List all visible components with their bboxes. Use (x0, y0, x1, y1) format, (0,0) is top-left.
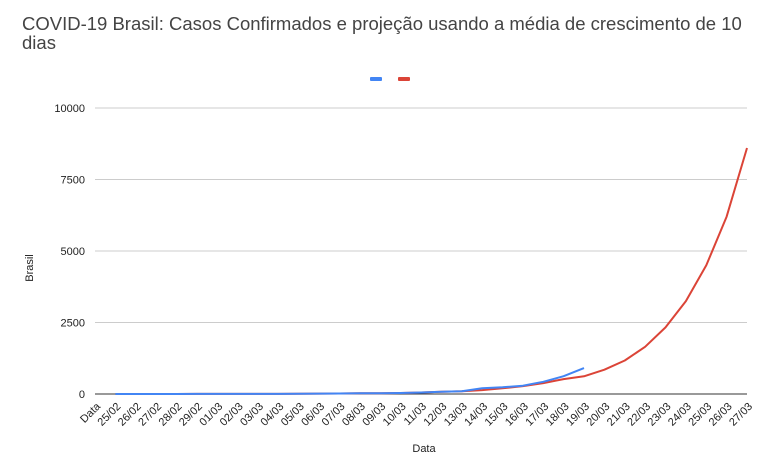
gridlines (95, 107, 747, 395)
x-tick-label: 10/03 (381, 401, 409, 429)
y-tick-label: 7500 (61, 175, 85, 187)
y-axis-label: Brasil (24, 254, 36, 282)
series-lines (115, 147, 748, 395)
y-tick-label: 10000 (54, 103, 85, 115)
legend-swatch-0[interactable] (370, 77, 382, 81)
x-tick-label: 27/03 (727, 401, 755, 429)
x-axis-ticks: Data25/0226/0227/0228/0229/0201/0302/030… (78, 400, 755, 429)
y-tick-label: 0 (79, 389, 85, 401)
legend-swatch-1[interactable] (398, 77, 410, 81)
y-tick-label: 5000 (61, 246, 85, 258)
y-tick-label: 2500 (61, 318, 85, 330)
x-axis-label: Data (412, 443, 436, 455)
y-axis-ticks: 0 2500 5000 7500 10000 (54, 103, 85, 401)
chart-title: COVID-19 Brasil: Casos Confirmados e pro… (22, 13, 742, 53)
legend (370, 77, 410, 81)
series-line-0 (115, 367, 585, 395)
series-line-1 (115, 147, 748, 395)
